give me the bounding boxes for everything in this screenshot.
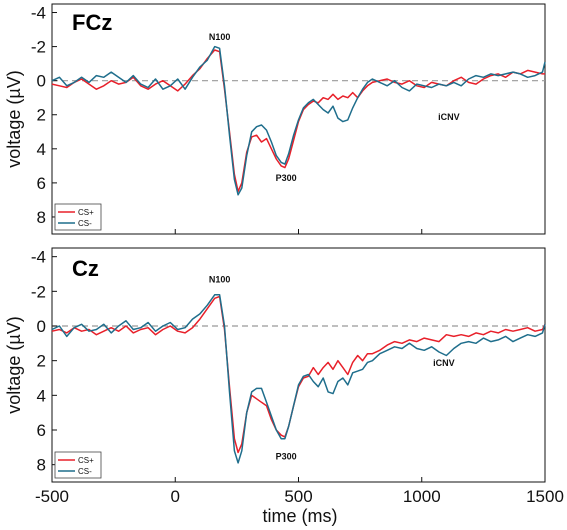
y-tick-label: 6 <box>37 174 46 193</box>
series-line-cs-minus <box>51 45 546 196</box>
y-axis-title: voltage (µV) <box>4 70 24 167</box>
x-tick-label: 1000 <box>403 487 441 506</box>
y-tick-label: 0 <box>37 72 46 91</box>
legend-box <box>54 203 102 231</box>
y-tick-label: 4 <box>37 140 46 159</box>
panel-title: FCz <box>72 10 112 35</box>
y-tick-label: 2 <box>37 106 46 125</box>
y-tick-label: -4 <box>31 4 46 23</box>
x-axis-title: time (ms) <box>263 506 338 526</box>
series-line-cs-minus <box>51 294 546 464</box>
y-tick-label: -4 <box>31 248 46 267</box>
legend-entry: CS+ <box>78 456 94 465</box>
y-tick-label: -2 <box>31 38 46 57</box>
plot-frame <box>51 247 546 483</box>
x-tick-label: 1500 <box>526 487 564 506</box>
legend-entry: CS- <box>78 219 92 228</box>
x-tick-label: 0 <box>171 487 180 506</box>
series-line-cs-plus <box>51 295 546 454</box>
legend-box <box>54 451 102 479</box>
legend-entry: CS+ <box>78 208 94 217</box>
x-tick-label: -500 <box>35 487 69 506</box>
y-tick-label: 2 <box>37 352 46 371</box>
annotation-label: P300 <box>276 173 297 183</box>
series-line-cs-plus <box>51 49 545 193</box>
y-tick-label: 8 <box>37 456 46 475</box>
panel-title: Cz <box>72 256 99 281</box>
y-tick-label: -2 <box>31 282 46 301</box>
y-tick-label: 6 <box>37 421 46 440</box>
panel-fcz: -4 -2 0 2 4 6 8 voltage (µV) FCz N100 P300 iCNV CS+ C… <box>4 3 546 235</box>
y-tick-label: 0 <box>37 317 46 336</box>
panel-cz: -4 -2 0 2 4 6 8 -500 0 500 1000 1500 voltage (µV) Cz N… <box>4 247 564 506</box>
y-tick-label: 8 <box>37 208 46 227</box>
annotation-label: P300 <box>276 451 297 461</box>
y-axis-title: voltage (µV) <box>4 316 24 413</box>
y-tick-label: 4 <box>37 386 46 405</box>
annotation-label: N100 <box>209 32 231 42</box>
x-tick-label: 500 <box>284 487 312 506</box>
annotation-label: iCNV <box>433 358 455 368</box>
annotation-label: N100 <box>209 275 231 285</box>
annotation-label: iCNV <box>438 112 460 122</box>
legend-entry: CS- <box>78 467 92 476</box>
